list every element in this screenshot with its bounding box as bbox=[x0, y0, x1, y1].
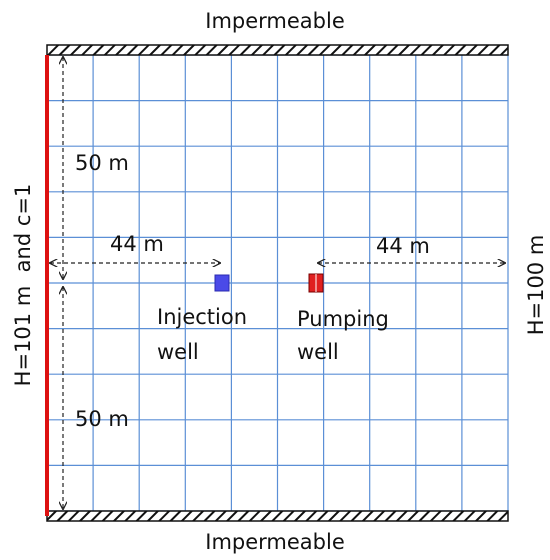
top-boundary bbox=[46, 44, 509, 56]
dimension-label: 44 m bbox=[110, 232, 164, 256]
dimension-label: 50 m bbox=[75, 407, 129, 431]
injection-well bbox=[214, 274, 230, 292]
well-label: Injection bbox=[157, 305, 247, 329]
dimension-label: 50 m bbox=[75, 151, 129, 175]
bottom-boundary bbox=[46, 510, 509, 522]
right-boundary-label: H=100 m bbox=[524, 235, 548, 336]
top-label: Impermeable bbox=[205, 9, 345, 33]
grid bbox=[46, 54, 509, 512]
well-label: well bbox=[157, 340, 199, 364]
well-label: Pumping bbox=[297, 307, 389, 331]
well-label: well bbox=[297, 340, 339, 364]
dimension-label: 44 m bbox=[376, 234, 430, 258]
left-boundary-label: H=101 m and c=1 bbox=[11, 184, 35, 387]
bottom-label: Impermeable bbox=[205, 530, 345, 554]
